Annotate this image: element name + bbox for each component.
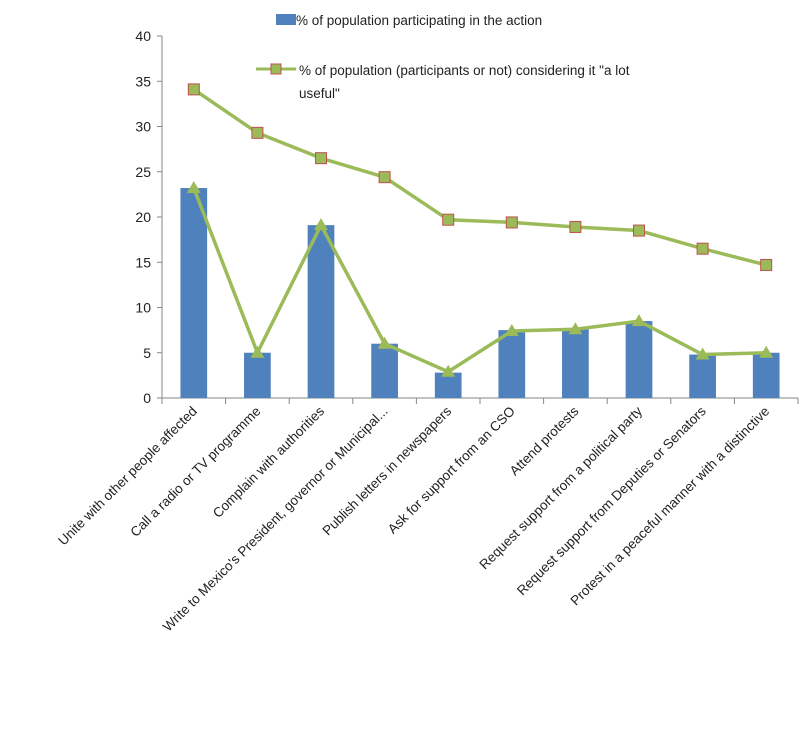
y-tick-label: 15	[135, 254, 151, 270]
data-point-square	[442, 213, 455, 226]
data-point-square	[378, 171, 391, 184]
data-point-triangle	[441, 364, 456, 377]
x-ticks	[161, 398, 799, 404]
data-point-square	[505, 216, 518, 229]
y-tick-label: 5	[143, 345, 151, 361]
data-point-triangle	[314, 218, 328, 231]
data-point-square	[696, 242, 709, 255]
legend-label-line-2: useful"	[299, 86, 340, 101]
series-line	[192, 87, 767, 267]
series-line	[192, 187, 767, 374]
data-point-triangle	[759, 345, 774, 358]
category-label: Unite with other people affected	[55, 404, 200, 549]
y-tick-label: 30	[135, 119, 151, 135]
data-point-triangle	[632, 314, 646, 327]
data-point-triangle	[250, 345, 265, 358]
data-point-square	[633, 224, 645, 237]
category-label: Call a radio or TV programme	[127, 404, 263, 540]
bar	[244, 352, 271, 398]
bar	[434, 372, 462, 398]
category-label: Publish letters in newspapers	[320, 403, 455, 538]
y-ticks: 0 5 10 15 20 25 30 35 40	[135, 28, 162, 406]
y-tick-label: 25	[135, 164, 151, 180]
y-tick-label: 0	[143, 390, 151, 406]
bar	[689, 354, 716, 398]
data-point-triangle	[695, 347, 710, 360]
data-point-square	[569, 220, 582, 233]
y-tick-label: 10	[135, 300, 151, 316]
bar	[625, 321, 653, 398]
bar	[498, 330, 526, 398]
data-point-triangle	[504, 324, 519, 337]
bar-series	[180, 188, 780, 398]
data-point-square	[187, 83, 200, 96]
bar	[752, 352, 780, 398]
data-point-triangle	[377, 336, 392, 349]
line-series-squares	[187, 83, 773, 271]
line-series-triangles	[186, 181, 774, 377]
y-tick-label: 40	[135, 28, 151, 44]
y-tick-label: 35	[135, 73, 151, 89]
data-point-triangle	[186, 181, 201, 194]
category-label: Ask for support from an CSO	[385, 404, 518, 537]
data-point-square	[251, 126, 264, 139]
y-tick-label: 20	[135, 209, 151, 225]
category-label: Write to Mexico's President, governor or…	[160, 404, 391, 635]
legend: % of population participating in the act…	[256, 13, 630, 101]
bar	[180, 188, 208, 398]
legend-bar-swatch	[276, 14, 296, 25]
bar	[307, 225, 335, 398]
data-point-square	[760, 258, 773, 271]
legend-label-line-1: % of population (participants or not) co…	[299, 63, 630, 78]
legend-square-marker	[270, 63, 282, 75]
bar	[562, 329, 589, 398]
legend-label-bars: % of population participating in the act…	[296, 13, 542, 28]
data-point-triangle	[568, 322, 583, 335]
data-point-square	[315, 152, 327, 165]
bar	[371, 343, 398, 398]
category-label: Complain with authorities	[210, 403, 327, 520]
